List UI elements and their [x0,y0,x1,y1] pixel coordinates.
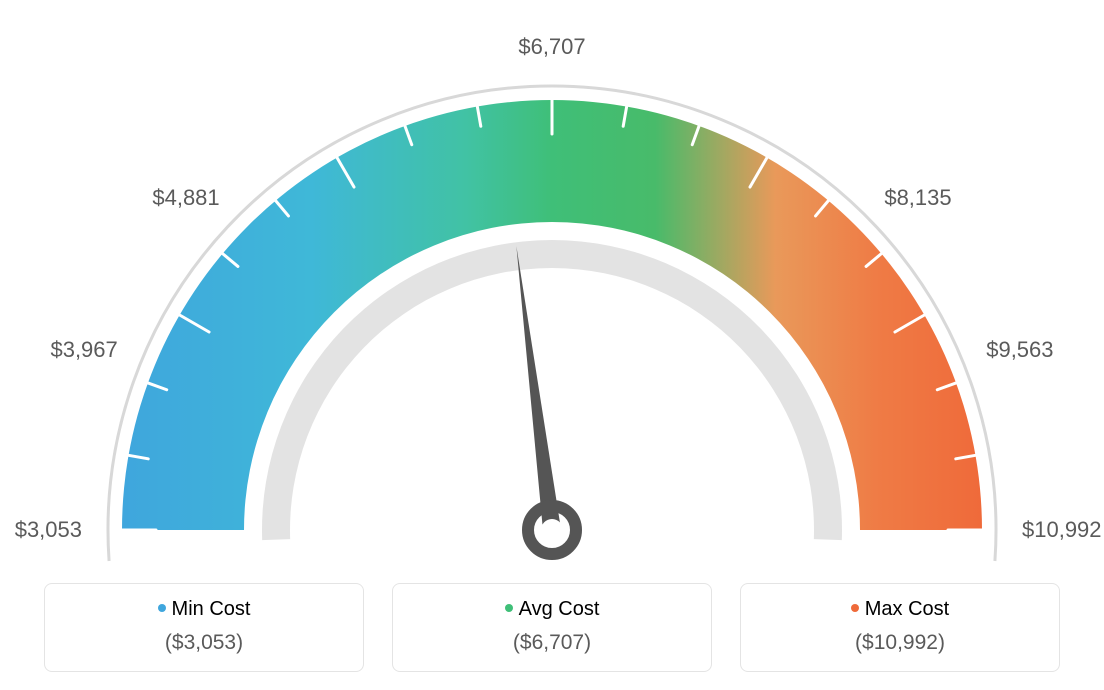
scale-label: $3,053 [15,517,82,543]
cost-gauge-container: $3,053 $3,967 $4,881 $6,707 $8,135 $9,563 $10,… [0,0,1104,690]
scale-label: $8,135 [884,185,951,211]
scale-label: $10,992 [1022,517,1102,543]
legend-title-max-text: Max Cost [865,598,949,620]
legend-card-max: Max Cost ($10,992) [740,583,1060,672]
legend-row: Min Cost ($3,053) Avg Cost ($6,707) Max … [0,583,1104,672]
scale-label: $4,881 [152,185,219,211]
legend-card-min: Min Cost ($3,053) [44,583,364,672]
scale-label: $9,563 [986,337,1053,363]
legend-title-min: Min Cost [55,598,353,621]
legend-value-min: ($3,053) [55,631,353,655]
legend-value-max: ($10,992) [751,631,1049,655]
dot-icon [158,604,166,612]
gauge-chart [42,10,1062,570]
legend-value-avg: ($6,707) [403,631,701,655]
legend-title-max: Max Cost [751,598,1049,621]
scale-label: $3,967 [50,337,117,363]
legend-title-avg: Avg Cost [403,598,701,621]
dot-icon [851,604,859,612]
legend-title-min-text: Min Cost [172,598,251,620]
legend-title-avg-text: Avg Cost [519,598,600,620]
dot-icon [505,604,513,612]
scale-label: $6,707 [518,34,585,60]
gauge-area: $3,053 $3,967 $4,881 $6,707 $8,135 $9,563 $10,… [0,0,1104,560]
legend-card-avg: Avg Cost ($6,707) [392,583,712,672]
